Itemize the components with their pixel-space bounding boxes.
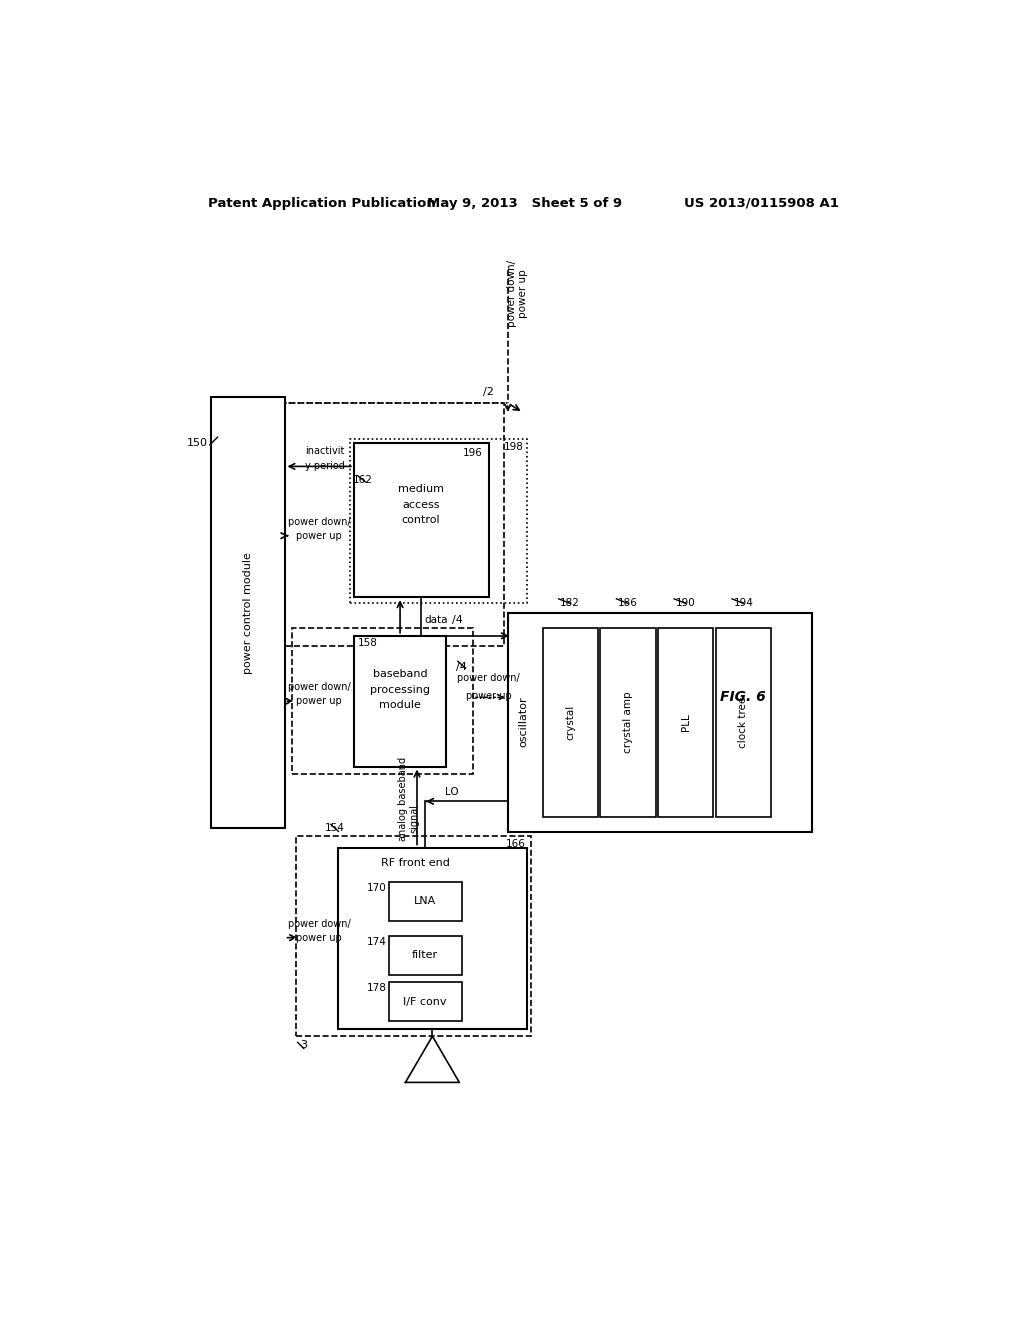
Bar — [296, 836, 531, 1036]
Text: medium: medium — [398, 484, 443, 495]
Bar — [339, 847, 527, 1028]
Text: 196: 196 — [463, 447, 482, 458]
Text: May 9, 2013   Sheet 5 of 9: May 9, 2013 Sheet 5 of 9 — [427, 197, 623, 210]
Bar — [285, 404, 504, 645]
Bar — [388, 936, 462, 974]
Text: data: data — [425, 615, 449, 626]
Text: 194: 194 — [733, 598, 754, 609]
Bar — [211, 397, 285, 829]
Text: 154: 154 — [325, 824, 344, 833]
Text: power control module: power control module — [243, 552, 253, 673]
Text: 158: 158 — [357, 639, 378, 648]
Text: power down/: power down/ — [458, 673, 520, 684]
Text: PLL: PLL — [681, 713, 691, 731]
Text: 162: 162 — [353, 475, 373, 486]
Text: power down/: power down/ — [288, 682, 350, 693]
Bar — [354, 636, 446, 767]
Text: crystal: crystal — [565, 705, 575, 739]
Text: power down/: power down/ — [288, 919, 350, 929]
Text: FIG. 6: FIG. 6 — [720, 690, 766, 705]
Text: signal: signal — [410, 804, 420, 833]
Bar — [716, 628, 771, 817]
Text: 166: 166 — [506, 838, 525, 849]
Bar — [658, 628, 714, 817]
Text: baseband: baseband — [373, 669, 427, 680]
Bar — [508, 612, 812, 832]
Text: 3: 3 — [300, 1040, 307, 1051]
Text: LNA: LNA — [414, 896, 436, 907]
Text: RF front end: RF front end — [381, 858, 450, 869]
Text: power up: power up — [518, 269, 528, 318]
Text: y period: y period — [305, 462, 345, 471]
Bar — [350, 440, 527, 603]
Text: access: access — [402, 500, 439, 510]
Text: power up: power up — [296, 933, 342, 942]
Text: power down/: power down/ — [288, 517, 350, 527]
Text: module: module — [379, 700, 421, 710]
Bar — [543, 628, 598, 817]
Bar — [292, 628, 473, 775]
Text: US 2013/0115908 A1: US 2013/0115908 A1 — [684, 197, 839, 210]
Text: /4: /4 — [457, 661, 467, 672]
Bar — [388, 982, 462, 1020]
Bar — [600, 628, 655, 817]
Text: /4: /4 — [453, 615, 463, 626]
Text: control: control — [401, 515, 440, 525]
Bar — [354, 444, 488, 598]
Text: /2: /2 — [483, 387, 494, 397]
Text: 150: 150 — [186, 438, 208, 449]
Text: oscillator: oscillator — [518, 697, 528, 747]
Text: I/F conv: I/F conv — [403, 997, 446, 1007]
Text: power up: power up — [296, 696, 342, 706]
Text: 182: 182 — [560, 598, 581, 609]
Text: power up: power up — [466, 690, 511, 701]
Text: clock tree: clock tree — [738, 697, 749, 747]
Text: 178: 178 — [367, 983, 387, 994]
Text: 190: 190 — [676, 598, 695, 609]
Text: filter: filter — [412, 950, 438, 961]
Text: power up: power up — [296, 531, 342, 541]
Text: crystal amp: crystal amp — [623, 692, 633, 752]
Text: analog baseband: analog baseband — [398, 756, 409, 841]
Bar — [388, 882, 462, 921]
Text: Patent Application Publication: Patent Application Publication — [208, 197, 435, 210]
Text: processing: processing — [370, 685, 430, 694]
Text: inactivit: inactivit — [305, 446, 345, 455]
Text: power down/: power down/ — [507, 260, 517, 327]
Text: 186: 186 — [618, 598, 638, 609]
Text: 198: 198 — [504, 442, 523, 453]
Text: 174: 174 — [367, 937, 387, 948]
Text: LO: LO — [444, 787, 459, 797]
Text: 170: 170 — [368, 883, 387, 894]
